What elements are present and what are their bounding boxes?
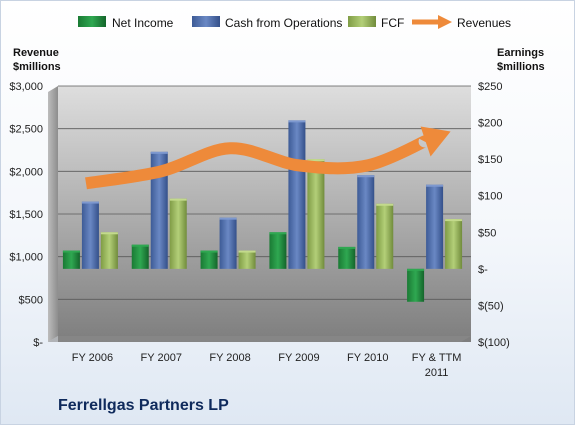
bar-net-income <box>338 246 356 269</box>
right-tick-label: $100 <box>478 191 502 203</box>
bar-cap-net-income <box>407 268 425 271</box>
category-label: FY 2009 <box>278 352 319 364</box>
right-tick-label: $(100) <box>478 337 510 349</box>
bar-cap-fcf <box>376 203 394 206</box>
bar-cap-cash-from-operations <box>150 151 168 154</box>
right-tick-label: $(50) <box>478 300 504 312</box>
right-tick-label: $250 <box>478 81 502 93</box>
category-label: FY 2007 <box>141 352 182 364</box>
left-tick-label: $1,000 <box>9 252 43 264</box>
bar-cap-cash-from-operations <box>426 184 444 187</box>
left-axis-title-line2: $millions <box>13 61 61 73</box>
right-tick-label: $50 <box>478 227 496 239</box>
bar-cap-cash-from-operations <box>357 175 375 178</box>
gridlines <box>58 85 471 300</box>
left-tick-label: $1,500 <box>9 209 43 221</box>
legend-swatch-net-income <box>78 16 106 27</box>
bar-fcf <box>445 219 463 269</box>
bar-net-income <box>200 250 218 269</box>
bar-net-income <box>131 244 149 269</box>
category-label: FY & TTM <box>412 352 462 364</box>
bar-net-income <box>269 232 287 269</box>
bar-cap-cash-from-operations <box>288 120 306 123</box>
legend-label-cash-from-operations: Cash from Operations <box>225 16 342 30</box>
category-label: FY 2008 <box>209 352 250 364</box>
plot-side-wall <box>48 86 58 342</box>
revenue-line-path <box>85 135 431 190</box>
bar-fcf <box>238 250 256 269</box>
legend-swatch-cash-from-operations <box>192 16 220 27</box>
revenue-line <box>85 126 451 190</box>
company-name: Ferrellgas Partners LP <box>58 397 229 414</box>
legend: Net Income Cash from Operations FCF Reve… <box>78 15 511 30</box>
bar-fcf <box>307 159 325 269</box>
bar-cap-fcf <box>238 250 256 253</box>
bar-cash-from-operations <box>219 217 237 269</box>
left-tick-label: $2,000 <box>9 166 43 178</box>
left-tick-label: $3,000 <box>9 81 43 93</box>
right-tick-label: $200 <box>478 118 502 130</box>
bar-marks <box>62 120 463 302</box>
bar-cap-cash-from-operations <box>81 201 99 204</box>
bar-cap-fcf <box>445 219 463 222</box>
bar-fcf <box>100 232 118 269</box>
bar-cap-fcf <box>169 198 187 201</box>
category-label: 2011 <box>425 367 449 379</box>
revenue-arrowhead <box>420 126 451 157</box>
bar-cap-net-income <box>269 232 287 235</box>
bar-fcf <box>169 198 187 269</box>
bar-cap-net-income <box>338 246 356 249</box>
left-tick-label: $2,500 <box>9 124 43 136</box>
bar-cap-net-income <box>131 244 149 247</box>
left-axis-ticks: $- $500 $1,000 $1,500 $2,000 $2,500 $3,000 <box>9 81 43 349</box>
right-tick-label: $- <box>478 264 488 276</box>
plot-floor <box>48 336 471 342</box>
category-label: FY 2006 <box>72 352 113 364</box>
right-axis-title-line2: $millions <box>497 61 545 73</box>
bar-cash-from-operations <box>150 151 168 269</box>
legend-label-net-income: Net Income <box>112 16 174 30</box>
right-axis-title-line1: Earnings <box>497 47 544 59</box>
bar-cap-cash-from-operations <box>219 217 237 220</box>
bar-fcf <box>376 203 394 269</box>
bar-cap-net-income <box>62 250 80 253</box>
bar-cash-from-operations <box>357 175 375 269</box>
left-tick-label: $500 <box>19 294 43 306</box>
left-axis-title-line1: Revenue <box>13 47 59 59</box>
category-label: FY 2010 <box>347 352 388 364</box>
bar-net-income <box>407 268 425 302</box>
bar-cash-from-operations <box>426 184 444 269</box>
bar-cash-from-operations <box>81 201 99 269</box>
bar-cap-fcf <box>100 232 118 235</box>
left-tick-label: $- <box>33 337 43 349</box>
legend-label-fcf: FCF <box>381 16 404 30</box>
bar-cap-fcf <box>307 159 325 162</box>
legend-label-revenues: Revenues <box>457 16 511 30</box>
right-tick-label: $150 <box>478 154 502 166</box>
legend-arrowhead-revenues <box>438 15 452 29</box>
right-axis-ticks: $(100) $(50) $- $50 $100 $150 $200 $250 <box>478 81 510 349</box>
bar-cap-net-income <box>200 250 218 253</box>
category-labels: FY 2006 FY 2007 FY 2008 FY 2009 FY 2010 FY & … <box>72 352 462 379</box>
bar-cash-from-operations <box>288 120 306 269</box>
bar-net-income <box>62 250 80 269</box>
legend-swatch-fcf <box>348 16 376 27</box>
